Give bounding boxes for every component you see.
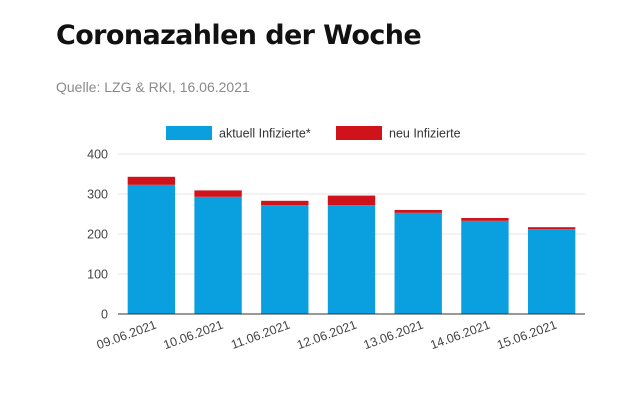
legend-label: neu Infizierte <box>389 127 461 141</box>
bar-segment-neu <box>127 176 176 185</box>
bar-segment-neu <box>194 190 242 197</box>
bars <box>127 176 576 314</box>
x-tick-label: 09.06.2021 <box>95 318 159 353</box>
legend-label: aktuell Infizierte* <box>219 127 311 141</box>
bar-segment-aktuell <box>527 229 576 314</box>
bar-segment-neu <box>527 227 576 230</box>
bar-segment-neu <box>327 195 376 206</box>
y-tick-label: 400 <box>87 148 108 162</box>
bar-segment-aktuell <box>394 212 442 314</box>
y-axis-tick-labels: 0 100 200 300 400 <box>87 148 108 322</box>
x-tick-label: 11.06.2021 <box>229 318 292 352</box>
bar-segment-neu <box>461 218 509 221</box>
y-tick-label: 200 <box>87 228 108 242</box>
legend-swatch <box>166 126 212 140</box>
y-tick-label: 0 <box>101 308 108 322</box>
legend: aktuell Infizierte* neu Infizierte <box>166 126 461 141</box>
x-tick-label: 12.06.2021 <box>295 318 359 353</box>
page-title: Coronazahlen der Woche <box>56 20 422 51</box>
source-note: Quelle: LZG & RKI, 16.06.2021 <box>56 79 250 95</box>
bar-segment-neu <box>261 200 309 206</box>
legend-swatch <box>336 126 382 140</box>
bar-segment-aktuell <box>327 205 376 314</box>
y-tick-label: 100 <box>87 268 108 282</box>
x-tick-label: 15.06.2021 <box>495 318 559 353</box>
x-tick-label: 10.06.2021 <box>162 318 226 353</box>
bar-segment-aktuell <box>461 220 509 314</box>
bar-segment-aktuell <box>194 196 242 314</box>
bar-segment-aktuell <box>127 184 176 314</box>
x-axis-tick-labels: 09.06.2021 10.06.2021 11.06.2021 12.06.2021… <box>95 318 559 353</box>
bar-segment-neu <box>394 210 442 213</box>
x-tick-label: 14.06.2021 <box>428 318 492 353</box>
y-tick-label: 300 <box>87 188 108 202</box>
bar-segment-aktuell <box>261 205 309 314</box>
x-tick-label: 13.06.2021 <box>362 318 426 353</box>
